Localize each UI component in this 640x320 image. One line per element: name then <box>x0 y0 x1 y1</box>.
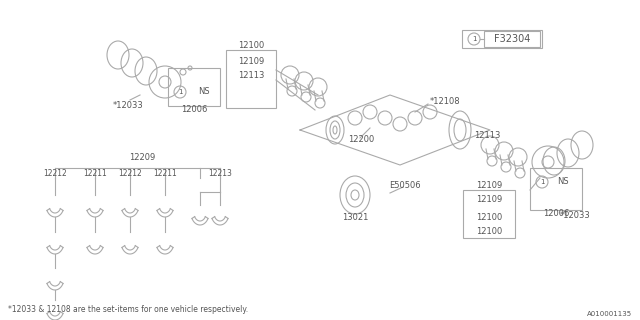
Text: 1: 1 <box>540 179 544 185</box>
Text: E50506: E50506 <box>389 180 421 189</box>
Text: 12211: 12211 <box>83 169 107 178</box>
Text: 13021: 13021 <box>342 213 368 222</box>
Text: 12212: 12212 <box>43 169 67 178</box>
Bar <box>462 30 542 48</box>
Text: 12109: 12109 <box>476 196 502 204</box>
Text: 12200: 12200 <box>348 135 374 145</box>
Text: 12109: 12109 <box>476 181 502 190</box>
Text: *12033: *12033 <box>113 101 143 110</box>
Text: 12006: 12006 <box>181 106 207 115</box>
Text: 12213: 12213 <box>208 169 232 178</box>
Text: 1: 1 <box>178 89 182 95</box>
Bar <box>530 168 582 210</box>
Bar <box>484 31 540 47</box>
Bar <box>463 190 515 238</box>
Text: 12212: 12212 <box>118 169 142 178</box>
Text: *12033 & 12108 are the set-items for one vehicle respectively.: *12033 & 12108 are the set-items for one… <box>8 306 248 315</box>
Text: *12033: *12033 <box>559 211 590 220</box>
Text: 12100: 12100 <box>476 213 502 222</box>
Text: 12006: 12006 <box>543 209 569 218</box>
Text: 12100: 12100 <box>238 42 264 51</box>
Text: NS: NS <box>198 87 210 97</box>
Text: 12113: 12113 <box>238 71 264 81</box>
Text: 1: 1 <box>472 36 476 42</box>
Text: 12113: 12113 <box>474 131 500 140</box>
Text: F32304: F32304 <box>494 34 530 44</box>
Text: A010001135: A010001135 <box>587 311 632 317</box>
Text: 12211: 12211 <box>153 169 177 178</box>
Bar <box>168 68 220 106</box>
Text: 12109: 12109 <box>238 58 264 67</box>
Bar <box>226 50 276 108</box>
Text: 12209: 12209 <box>129 154 155 163</box>
Text: NS: NS <box>557 178 569 187</box>
Text: 12100: 12100 <box>476 228 502 236</box>
Text: *12108: *12108 <box>430 98 461 107</box>
